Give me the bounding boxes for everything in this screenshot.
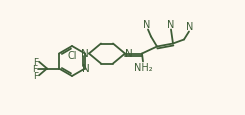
Text: F: F: [33, 58, 38, 67]
Text: NH₂: NH₂: [134, 63, 152, 73]
Text: N: N: [143, 20, 151, 30]
Text: N: N: [167, 20, 175, 30]
Text: N: N: [186, 22, 194, 32]
Text: F: F: [32, 64, 37, 73]
Text: N: N: [82, 63, 90, 73]
Text: N: N: [81, 49, 89, 59]
Text: F: F: [33, 71, 38, 80]
Text: N: N: [125, 49, 133, 59]
Text: Cl: Cl: [67, 51, 77, 60]
